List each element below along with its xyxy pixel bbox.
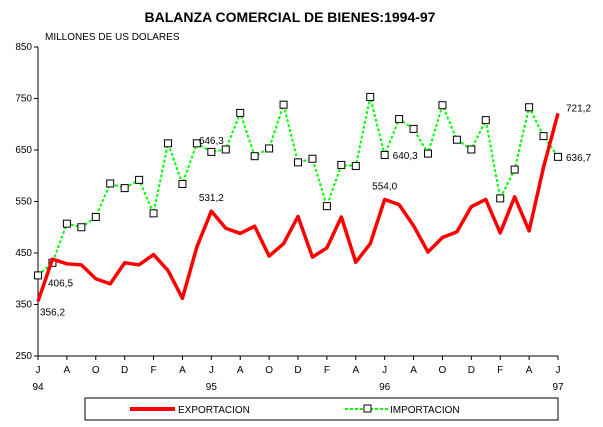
y-tick-label: 550	[15, 197, 32, 208]
x-year-label: 95	[206, 382, 218, 393]
importacion-point	[120, 184, 129, 193]
x-tick-label: A	[64, 365, 71, 376]
x-year-label: 94	[32, 382, 44, 393]
importacion-point	[77, 223, 86, 232]
y-tick-label: 650	[15, 145, 32, 156]
x-tick-label: J	[382, 365, 387, 376]
importacion-point	[192, 139, 201, 148]
x-tick-label: J	[556, 365, 561, 376]
x-tick-label: D	[468, 365, 475, 376]
importacion-point	[438, 101, 447, 110]
unit-label: MILLONES DE US DOLARES	[45, 32, 180, 43]
importacion-point	[380, 150, 389, 159]
importacion-point	[279, 100, 288, 109]
x-tick-label: O	[265, 365, 273, 376]
data-label: 406,5	[48, 278, 73, 289]
importacion-point	[91, 212, 100, 221]
x-tick-label: F	[324, 365, 330, 376]
x-tick-label: A	[410, 365, 417, 376]
importacion-point	[366, 92, 375, 101]
x-tick-label: O	[439, 365, 447, 376]
x-tick-label: A	[179, 365, 186, 376]
importacion-point	[409, 124, 418, 133]
x-tick-label: A	[237, 365, 244, 376]
chart-title: BALANZA COMERCIAL DE BIENES:1994-97	[145, 9, 436, 25]
importacion-point	[221, 145, 230, 154]
importacion-point	[62, 219, 71, 228]
y-tick-label: 450	[15, 248, 32, 259]
x-tick-label: J	[209, 365, 214, 376]
importacion-point	[178, 179, 187, 188]
importacion-point	[34, 271, 42, 280]
data-label: 646,3	[199, 136, 224, 147]
importacion-point	[496, 194, 505, 203]
importacion-point	[322, 202, 331, 211]
importacion-point	[236, 108, 245, 117]
y-tick-label: 250	[15, 351, 32, 362]
importacion-point	[525, 103, 534, 112]
x-tick-label: D	[121, 365, 128, 376]
importacion-point	[207, 147, 216, 156]
importacion-point	[395, 115, 404, 124]
x-tick-label: F	[497, 365, 503, 376]
importacion-point	[250, 152, 259, 161]
importacion-point	[164, 139, 172, 148]
x-year-label: 97	[552, 382, 564, 393]
series-importacion-line	[37, 96, 559, 277]
importacion-point	[467, 145, 476, 154]
importacion-point	[149, 209, 158, 218]
legend: EXPORTACION IMPORTACION	[84, 397, 559, 421]
data-label: 531,2	[199, 193, 224, 204]
data-label: 554,0	[372, 181, 397, 192]
importacion-point	[481, 116, 490, 125]
data-label: 636,7	[566, 153, 591, 164]
y-tick-label: 850	[15, 42, 32, 53]
legend-exportacion-label: EXPORTACION	[178, 405, 250, 416]
data-label: 640,3	[393, 151, 418, 162]
importacion-point	[510, 165, 519, 174]
x-year-label: 96	[379, 382, 391, 393]
legend-importacion-label: IMPORTACION	[390, 405, 460, 416]
y-tick-label: 750	[15, 94, 32, 105]
y-tick-label: 350	[15, 300, 32, 311]
x-tick-label: A	[526, 365, 533, 376]
importacion-point	[135, 175, 144, 184]
importacion-point	[452, 135, 461, 144]
importacion-point	[106, 179, 115, 188]
x-tick-label: J	[36, 365, 41, 376]
legend-importacion-marker	[363, 404, 372, 413]
importacion-point	[265, 144, 274, 153]
importacion-point	[539, 132, 548, 141]
importacion-point	[424, 149, 432, 158]
importacion-point	[294, 158, 302, 167]
importacion-point	[337, 160, 346, 169]
importacion-point	[351, 161, 360, 170]
series-exportacion-line	[36, 112, 560, 302]
importacion-point	[554, 152, 562, 161]
x-tick-label: F	[151, 365, 157, 376]
data-label: 356,2	[40, 307, 65, 318]
importacion-point	[308, 154, 317, 163]
plot-area: 250 350 450 550 650 750 850 J A O D F A J A O D F A J A O D F A J…	[15, 42, 591, 393]
x-tick-label: O	[92, 365, 100, 376]
x-tick-label: A	[352, 365, 359, 376]
data-label: 721,2	[566, 103, 591, 114]
x-tick-label: D	[294, 365, 301, 376]
legend-box	[84, 397, 559, 421]
